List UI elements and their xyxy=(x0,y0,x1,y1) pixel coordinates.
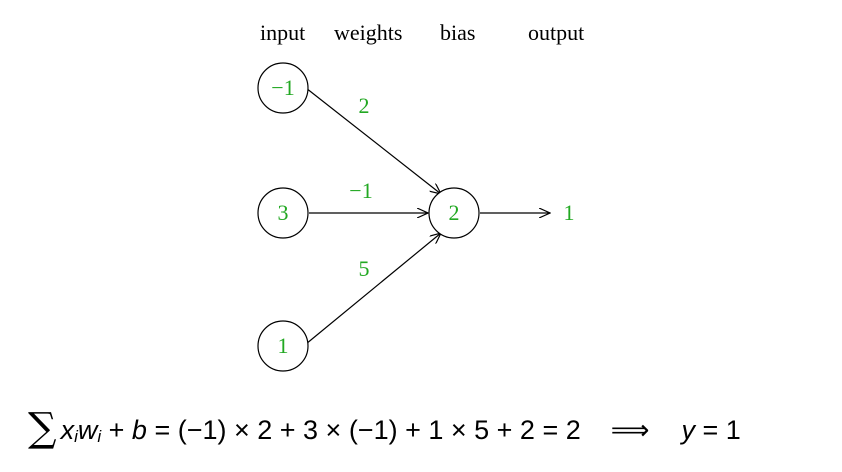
bias-value: 2 xyxy=(449,200,460,225)
formula-x: x xyxy=(60,414,75,445)
header-input: input xyxy=(260,20,306,45)
input-node-2 xyxy=(257,187,309,239)
bias-node xyxy=(428,187,480,239)
sigma-symbol: ∑ xyxy=(28,405,57,451)
weight-label-1: 2 xyxy=(359,93,370,118)
formula-sub-i2: i xyxy=(97,427,102,446)
input-value-3: 1 xyxy=(278,333,289,358)
edge-input3-to-bias xyxy=(305,233,441,345)
formula: ∑ x i w i + b = (−1) × 2 + 3 × (−1) + 1 … xyxy=(28,402,828,458)
output-value: 1 xyxy=(564,200,575,225)
formula-b: b xyxy=(131,414,147,445)
implies-symbol: ⟹ xyxy=(610,414,650,446)
header-output: output xyxy=(528,20,585,45)
weight-label-2: −1 xyxy=(349,178,372,203)
header-bias: bias xyxy=(440,20,476,45)
weight-label-3: 5 xyxy=(359,256,370,281)
input-value-1: −1 xyxy=(271,75,294,100)
input-node-1 xyxy=(257,62,309,114)
edge-input1-to-bias xyxy=(305,87,441,194)
formula-w: w xyxy=(77,414,98,445)
input-value-2: 3 xyxy=(278,200,289,225)
formula-sub-i1: i xyxy=(74,427,78,446)
formula-result: = 1 xyxy=(694,414,741,445)
formula-plus: + xyxy=(101,414,132,445)
input-node-3 xyxy=(257,320,309,372)
formula-rhs: = (−1) × 2 + 3 × (−1) + 1 × 5 + 2 = 2 xyxy=(146,414,581,445)
header-weights: weights xyxy=(334,20,403,45)
formula-y: y xyxy=(681,414,695,445)
